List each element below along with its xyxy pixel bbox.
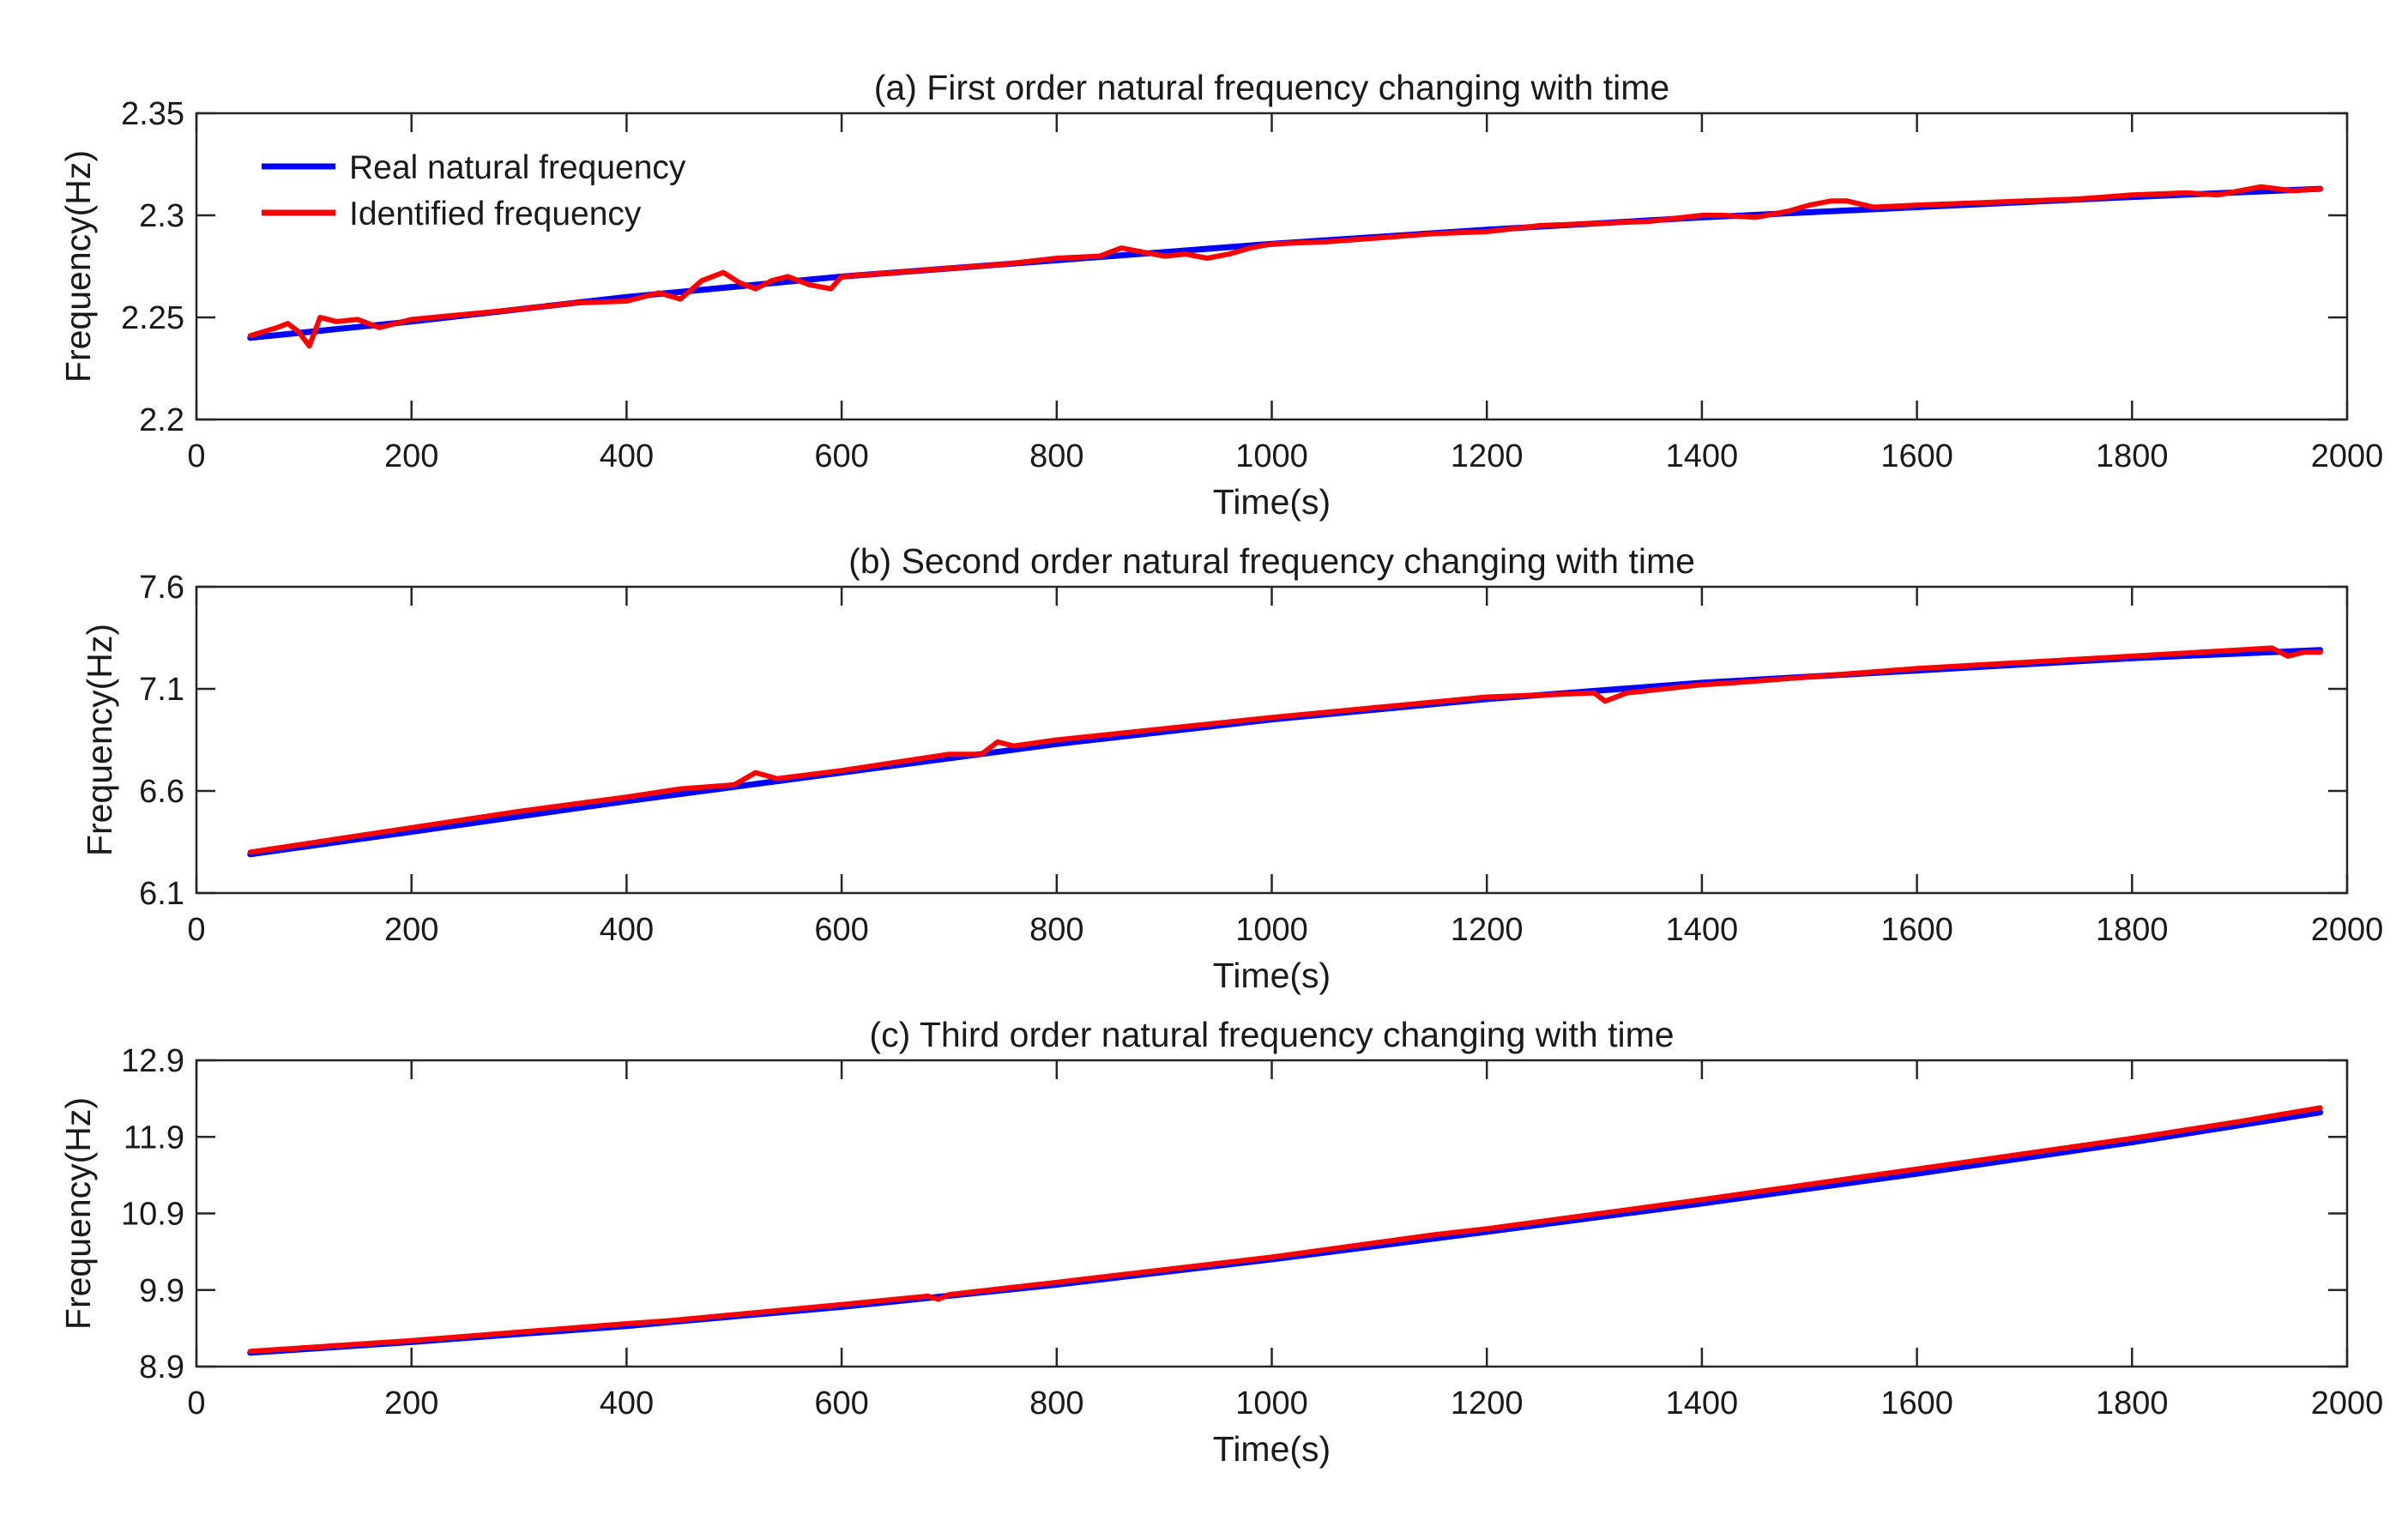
x-tick-label-b: 0 xyxy=(187,912,205,948)
y-tick-label-b: 7.6 xyxy=(139,570,184,606)
chart-title-b: (b) Second order natural frequency chang… xyxy=(848,541,1695,581)
identified-frequency-line-c xyxy=(247,1105,2323,1355)
series-group-a xyxy=(247,184,2324,349)
x-tick-label-c: 1600 xyxy=(1880,1385,1953,1421)
y-tick-label-c: 8.9 xyxy=(139,1349,184,1385)
x-tick-label-c: 600 xyxy=(814,1385,868,1421)
x-tick-label-c: 1000 xyxy=(1235,1385,1308,1421)
x-tick-label-c: 1200 xyxy=(1451,1385,1524,1421)
x-tick-label-b: 200 xyxy=(384,912,438,948)
x-tick-label-b: 2000 xyxy=(2311,912,2384,948)
legend-label-identified: Identified frequency xyxy=(349,196,642,232)
y-tick-label-c: 11.9 xyxy=(124,1120,184,1156)
x-tick-label-b: 1800 xyxy=(2096,912,2169,948)
x-tick-label-c: 0 xyxy=(187,1385,205,1421)
y-tick-label-b: 7.1 xyxy=(139,672,184,708)
y-tick-label-c: 9.9 xyxy=(139,1273,184,1309)
legend: Real natural frequency Identified frequen… xyxy=(262,149,686,232)
panel-a: 0 200 400 600 800 1000 1200 1400 1600 1800 2000 2.2… xyxy=(58,68,2383,522)
x-tick-label-a: 1600 xyxy=(1880,438,1953,474)
x-tick-label-b: 400 xyxy=(600,912,654,948)
x-tick-label-a: 1800 xyxy=(2096,438,2169,474)
panel-c: 0 200 400 600 800 1000 1200 1400 1600 1800 2000 8.9… xyxy=(58,1015,2383,1469)
x-tick-label-b: 600 xyxy=(814,912,868,948)
plot-area-a xyxy=(195,112,2349,421)
y-tick-label-a: 2.3 xyxy=(139,198,184,234)
series-group-b xyxy=(247,645,2324,858)
x-tick-label-a: 400 xyxy=(600,438,654,474)
x-tick-label-c: 400 xyxy=(600,1385,654,1421)
y-tick-label-b: 6.1 xyxy=(139,876,184,912)
x-tick-label-a: 1400 xyxy=(1666,438,1739,474)
chart-title-a: (a) First order natural frequency changi… xyxy=(874,68,1669,107)
x-axis-label-c: Time(s) xyxy=(1213,1429,1331,1469)
y-tick-label-c: 10.9 xyxy=(121,1197,184,1233)
x-tick-label-c: 1800 xyxy=(2096,1385,2169,1421)
x-tick-label-a: 1200 xyxy=(1451,438,1524,474)
identified-frequency-line-b xyxy=(247,645,2323,855)
panel-b: 0 200 400 600 800 1000 1200 1400 1600 1800 2000 6.1… xyxy=(80,541,2383,995)
x-tick-label-c: 2000 xyxy=(2311,1385,2384,1421)
x-tick-label-a: 600 xyxy=(814,438,868,474)
y-tick-label-a: 2.2 xyxy=(139,402,184,438)
y-tick-label-b: 6.6 xyxy=(139,774,184,810)
x-tick-label-a: 800 xyxy=(1029,438,1083,474)
x-tick-label-c: 800 xyxy=(1029,1385,1083,1421)
x-tick-label-b: 1600 xyxy=(1880,912,1953,948)
y-tick-label-c: 12.9 xyxy=(121,1043,184,1079)
x-tick-label-a: 1000 xyxy=(1235,438,1308,474)
plot-area-b xyxy=(195,585,2349,895)
identified-frequency-line-a xyxy=(247,184,2323,349)
x-tick-label-c: 200 xyxy=(384,1385,438,1421)
x-axis-label-a: Time(s) xyxy=(1213,482,1331,522)
y-tick-label-a: 2.25 xyxy=(121,300,184,336)
y-axis-label-c: Frequency(Hz) xyxy=(58,1097,98,1330)
y-axis-label-a: Frequency(Hz) xyxy=(58,150,98,383)
x-axis-label-b: Time(s) xyxy=(1213,956,1331,995)
legend-label-real: Real natural frequency xyxy=(349,149,686,186)
x-tick-label-c: 1400 xyxy=(1666,1385,1739,1421)
y-axis-label-b: Frequency(Hz) xyxy=(80,624,119,856)
plot-area-c xyxy=(195,1059,2349,1368)
x-tick-label-b: 1200 xyxy=(1451,912,1524,948)
x-tick-label-b: 800 xyxy=(1029,912,1083,948)
y-tick-label-a: 2.35 xyxy=(121,96,184,132)
series-group-c xyxy=(247,1105,2324,1356)
x-tick-label-b: 1000 xyxy=(1235,912,1308,948)
x-tick-label-a: 200 xyxy=(384,438,438,474)
x-tick-label-b: 1400 xyxy=(1666,912,1739,948)
x-tick-label-a: 2000 xyxy=(2311,438,2384,474)
x-tick-label-a: 0 xyxy=(187,438,205,474)
chart-title-c: (c) Third order natural frequency changi… xyxy=(869,1015,1674,1054)
